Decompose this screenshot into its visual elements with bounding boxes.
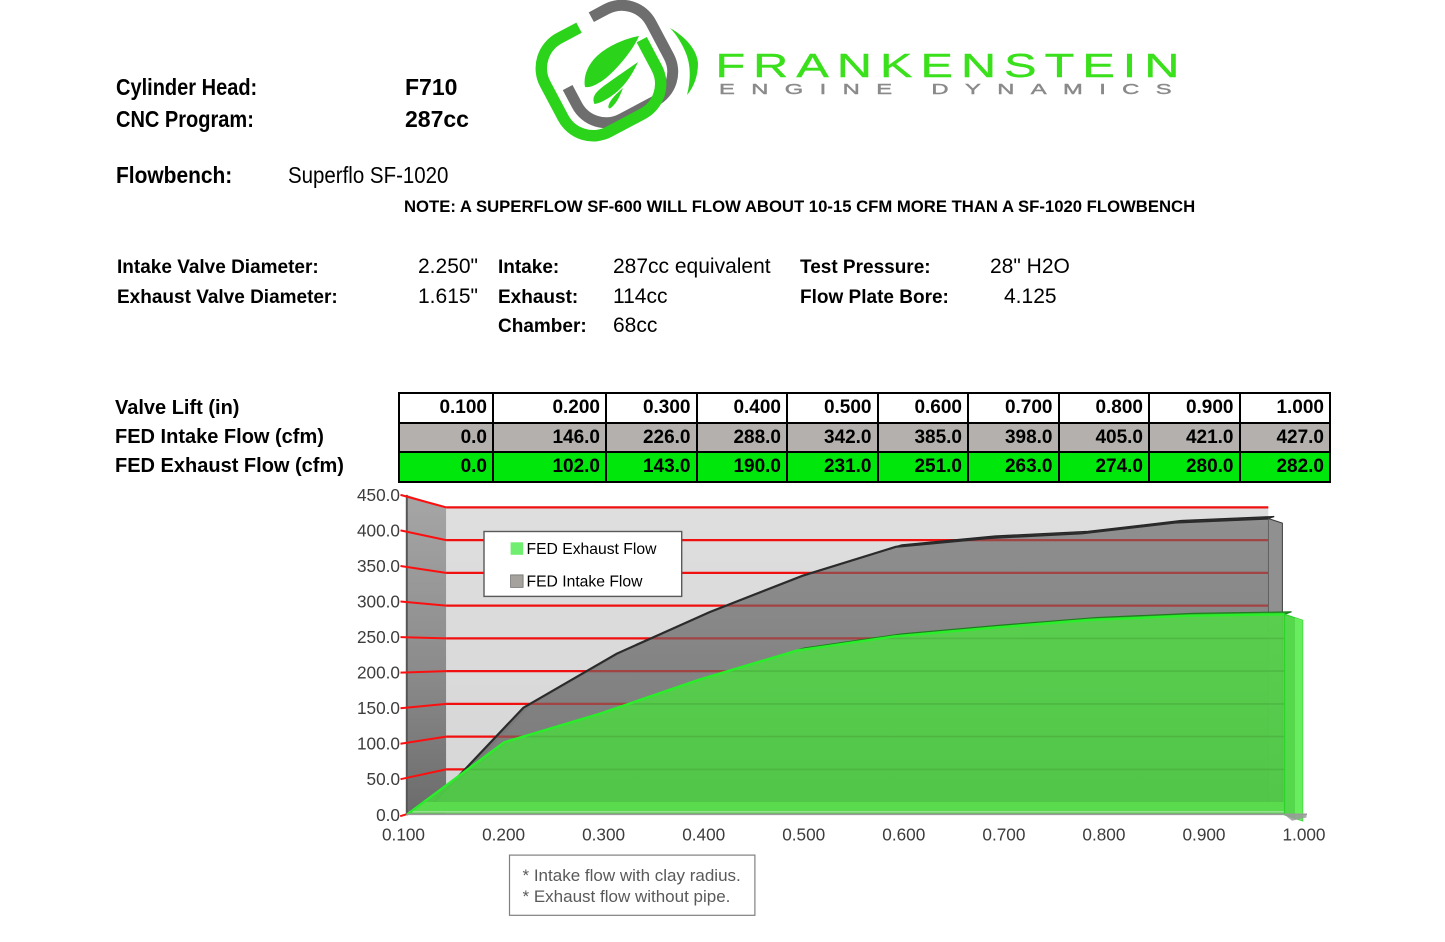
- svg-text:0.600: 0.600: [882, 824, 925, 844]
- svg-text:ENGINE DYNAMICS: ENGINE DYNAMICS: [719, 82, 1188, 98]
- svg-text:0.0: 0.0: [376, 805, 400, 825]
- svg-text:0.300: 0.300: [582, 824, 625, 844]
- svg-text:0.500: 0.500: [782, 824, 825, 844]
- svg-text:300.0: 300.0: [357, 592, 400, 612]
- svg-text:FRANKENSTEIN: FRANKENSTEIN: [715, 46, 1179, 84]
- svg-text:150.0: 150.0: [357, 698, 400, 718]
- svg-text:0.400: 0.400: [682, 824, 725, 844]
- svg-text:1.000: 1.000: [1282, 824, 1325, 844]
- svg-text:450.0: 450.0: [357, 485, 400, 505]
- svg-text:200.0: 200.0: [357, 663, 400, 683]
- svg-text:0.200: 0.200: [482, 824, 525, 844]
- svg-text:0.900: 0.900: [1182, 824, 1225, 844]
- svg-text:0.800: 0.800: [1082, 824, 1125, 844]
- svg-text:0.100: 0.100: [382, 824, 425, 844]
- svg-text:350.0: 350.0: [357, 556, 400, 576]
- svg-text:* Exhaust flow without pipe.: * Exhaust flow without pipe.: [523, 887, 731, 906]
- svg-text:* Intake flow with clay radius: * Intake flow with clay radius.: [523, 866, 741, 885]
- svg-text:400.0: 400.0: [357, 520, 400, 540]
- svg-text:FED Exhaust Flow: FED Exhaust Flow: [527, 541, 658, 558]
- svg-text:50.0: 50.0: [367, 769, 400, 789]
- svg-text:FED Intake Flow: FED Intake Flow: [527, 573, 644, 590]
- svg-text:0.700: 0.700: [982, 824, 1025, 844]
- svg-text:250.0: 250.0: [357, 627, 400, 647]
- svg-text:100.0: 100.0: [357, 734, 400, 754]
